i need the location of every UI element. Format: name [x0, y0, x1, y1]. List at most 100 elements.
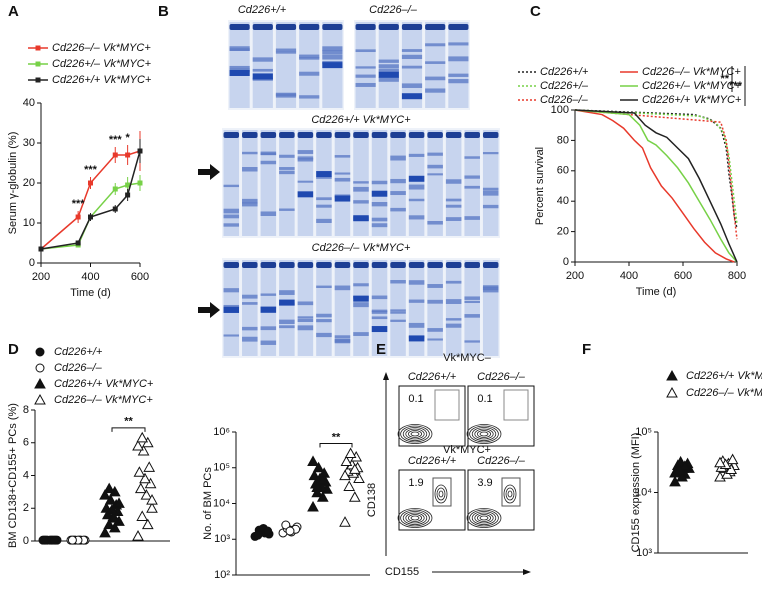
gel-band	[297, 262, 314, 268]
gel-label: Cd226+/+ Vk*MYC+	[311, 114, 411, 126]
x-tick-label: 600	[131, 271, 149, 283]
marker	[100, 502, 113, 513]
marker	[112, 186, 118, 192]
gel-lane	[334, 130, 351, 236]
gel-band	[223, 304, 240, 308]
marker	[88, 214, 93, 220]
column-label: Cd226–/–	[477, 371, 526, 383]
gel-lane	[390, 260, 406, 356]
gel-band	[316, 204, 332, 208]
gel-band	[371, 316, 388, 320]
gel-band	[464, 314, 480, 318]
gel-band	[316, 176, 332, 179]
gel-band	[297, 318, 314, 322]
gel-band	[390, 319, 406, 322]
line	[40, 150, 141, 250]
marker	[353, 472, 365, 484]
panel-label: E	[376, 341, 386, 358]
gel-band	[378, 68, 399, 73]
marker	[134, 482, 147, 494]
gel-band	[353, 200, 369, 204]
gel-band	[371, 309, 388, 313]
gel-band	[353, 302, 369, 308]
gel-band	[445, 132, 462, 138]
gel-band	[252, 68, 273, 72]
gel-band	[445, 198, 462, 202]
x-tick-label: 400	[81, 271, 99, 283]
annotation: ***	[84, 164, 98, 176]
legend-label: Cd226–/– Vk*MYC+	[686, 387, 762, 399]
column-label: Cd226+/+	[408, 371, 457, 383]
y-tick-label: 0	[563, 256, 569, 268]
y-tick-label: 20	[557, 226, 569, 238]
legend-marker	[34, 393, 46, 405]
gel-band	[401, 65, 423, 69]
gel-lane	[279, 130, 295, 236]
marker	[99, 526, 111, 538]
gel-band	[279, 167, 295, 170]
gel-band	[334, 285, 351, 291]
contour	[405, 512, 425, 524]
legend-marker	[34, 377, 46, 389]
marker	[253, 530, 263, 540]
contour	[466, 424, 502, 444]
legend-label: Cd226+/+ Vk*MYC+	[686, 370, 762, 382]
gel-lane	[299, 22, 320, 108]
gel-band	[275, 24, 297, 30]
gel-band	[297, 180, 314, 183]
gel-band	[334, 172, 351, 175]
y-axis-label: BM CD138+CD155+ PCs (%)	[7, 403, 19, 548]
gel-band	[390, 155, 406, 161]
gel-band	[252, 57, 273, 62]
arrow	[198, 302, 220, 318]
gel-band	[297, 158, 314, 162]
gel-band	[260, 293, 277, 296]
gel-band	[401, 24, 423, 30]
legend-label: Cd226–/– Vk*MYC+	[642, 66, 741, 78]
gel-band	[408, 198, 425, 202]
gel-lane	[316, 260, 332, 356]
percentage: 3.9	[477, 477, 492, 489]
panel-label: A	[8, 3, 19, 20]
legend-label: Cd226+/+ Vk*MYC+	[642, 94, 742, 106]
gel-lane	[229, 22, 250, 108]
marker	[339, 469, 351, 481]
gel-band	[229, 65, 250, 70]
gel-band	[316, 197, 332, 201]
gel-lane	[482, 260, 499, 356]
legend-marker	[35, 347, 45, 357]
contour	[476, 514, 491, 522]
gel-band	[223, 306, 240, 313]
x-tick-label: 200	[566, 270, 584, 282]
marker	[285, 526, 295, 536]
marker	[140, 489, 153, 500]
gel-lane	[427, 130, 443, 236]
y-tick-label: 20	[23, 177, 35, 189]
gel-band	[316, 332, 332, 338]
y-tick-label: 4	[23, 469, 29, 481]
gel-band	[334, 262, 351, 268]
gel-band	[378, 71, 399, 78]
gel-band	[322, 50, 343, 55]
y-tick-label: 2	[23, 502, 29, 514]
y-tick-label: 10³	[636, 547, 652, 559]
column-label: Cd226–/–	[477, 455, 526, 467]
gel-band	[408, 322, 425, 328]
gate	[434, 389, 460, 421]
gel-lane	[425, 22, 446, 108]
contour	[410, 431, 420, 437]
gel-lane	[279, 260, 295, 356]
legend-label: Cd226+/– Vk*MYC+	[642, 80, 742, 92]
gel-band	[353, 181, 369, 184]
gel-band	[297, 191, 314, 198]
gel-band	[260, 306, 277, 313]
marker	[136, 431, 149, 443]
gel-band	[445, 280, 462, 284]
marker	[107, 512, 120, 523]
gel-band	[408, 280, 425, 285]
gel-band	[445, 217, 462, 221]
contour	[402, 427, 428, 441]
column-label: Cd226+/+	[408, 455, 457, 467]
contour	[505, 487, 515, 501]
legend-label: Cd226–/–	[540, 94, 589, 106]
